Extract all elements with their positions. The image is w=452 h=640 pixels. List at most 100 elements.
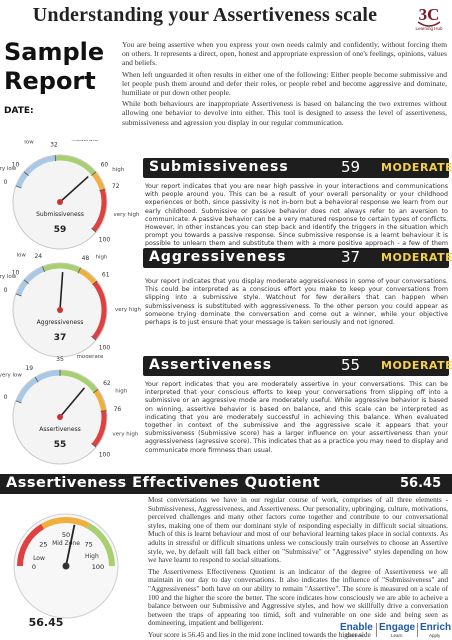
gauge-svg: 0 10 32 60 72 100 moderate high very high low very… — [0, 137, 140, 250]
footer-learn: Learn — [391, 633, 403, 638]
eq-title: Assertiveness Effectivenes Quotient — [6, 475, 321, 491]
logo-caption: Learning Hub — [415, 26, 443, 31]
section-name: Assertiveness — [149, 357, 273, 373]
submissiveness-bar: Submissiveness 59 MODERATE — [143, 158, 452, 178]
gauge-tick-label: 35 — [56, 356, 64, 363]
gauge-band — [16, 155, 56, 188]
svg-text:3C: 3C — [419, 5, 440, 24]
learning-hub-logo: 3C — [417, 5, 441, 27]
date-label: DATE: — [4, 106, 34, 116]
gauge-tick — [42, 266, 46, 273]
gauge-tick-label: 72 — [112, 183, 120, 190]
eq-text: Most conversations we have in our regula… — [148, 495, 448, 640]
eq-zone-label: Low — [33, 555, 45, 562]
gauge-tick-label: 61 — [102, 271, 110, 278]
aggressiveness-text: Your report indicates that you display m… — [145, 278, 448, 327]
sample-report-heading: Sample Report — [4, 38, 120, 96]
eq-zone-label: Mid Zone — [52, 540, 80, 547]
gauge-tick-label: 10 — [12, 270, 20, 277]
assertiveness-text: Your report indicates that you are moder… — [145, 381, 448, 454]
footer-enrich: Enrich — [420, 622, 452, 633]
eq-tick-label: 50 — [62, 531, 70, 539]
gauge-tick-label: 24 — [34, 253, 42, 260]
gauge-zone-label: moderate — [77, 355, 104, 360]
gauge-band — [91, 189, 107, 232]
assertiveness-gauge: 0 19 35 62 76 100 moderate high very high low very… — [0, 350, 143, 475]
gauge-needle — [59, 272, 64, 311]
report-word: Report — [4, 67, 96, 95]
gauge-tick — [91, 171, 97, 176]
gauge-band — [91, 281, 107, 340]
gauge-zone-label: very high — [112, 432, 138, 438]
gauge-tick-label: 100 — [99, 451, 111, 458]
assertiveness-bar: Assertiveness 55 MODERATE — [143, 356, 452, 376]
intro-text: You are being assertive when you express… — [122, 40, 447, 129]
gauge-tick — [34, 376, 39, 383]
page-title: Understanding your Assertiveness scale — [32, 4, 378, 26]
gauge-tick-label: 0 — [4, 394, 8, 401]
gauge-band — [91, 410, 107, 447]
gauge-zone-label: very low — [0, 166, 17, 172]
section-score: 37 — [341, 248, 361, 266]
gauge-svg: 0 10 24 48 61 100 moderate high very high low very… — [0, 240, 141, 358]
intro-paragraph: While both behaviours are inappropriate … — [122, 99, 447, 127]
gauge-tick-label: 62 — [103, 380, 111, 387]
gauge-tick — [99, 188, 106, 192]
gauge-zone-label: low — [17, 253, 27, 259]
gauge-needle — [59, 387, 86, 418]
aggressiveness-bar: Aggressiveness 37 MODERATE — [143, 248, 452, 268]
eq-tick-label: 0 — [32, 563, 36, 571]
gauge-zone-label: high — [115, 388, 128, 394]
footer-apply: Apply — [429, 633, 441, 638]
gauge-tick — [91, 336, 97, 341]
gauge-zone-label: very high — [115, 307, 141, 313]
footer-tagline: Enable Engage Enrich Discover Learn Appl… — [340, 622, 452, 640]
eq-bar: Assertiveness Effectivenes Quotient 56.4… — [0, 474, 452, 494]
gauge-tick-label: 100 — [99, 236, 111, 243]
gauge-zone-label: very low — [0, 373, 22, 379]
gauge-zone-label: low — [37, 355, 47, 356]
eq-band-mid — [41, 517, 90, 530]
intro-paragraph: When left unguarded it often results in … — [122, 69, 447, 98]
gauge-zone-label: low — [24, 140, 34, 146]
gauge-tick — [92, 389, 99, 394]
eq-paragraph: Your score is 56.45 and lies in the mid … — [148, 629, 371, 639]
eq-paragraph: Most conversations we have in our regula… — [148, 495, 448, 565]
section-score: 55 — [341, 356, 361, 374]
footer-engage: Engage — [379, 622, 416, 633]
footer-divider — [417, 623, 418, 637]
gauge-tick — [91, 443, 97, 448]
gauge-center-label: Assertiveness — [39, 426, 81, 433]
gauge-tick — [15, 185, 22, 189]
gauge-pivot — [57, 414, 63, 420]
eq-band-high — [86, 523, 115, 567]
gauge-band — [59, 370, 98, 393]
eq-score: 56.45 — [400, 476, 442, 491]
eq-zone-label: High — [85, 553, 99, 560]
section-level: MODERATE — [381, 359, 452, 372]
gauge-zone-label: very high — [114, 212, 140, 218]
gauge-tick-label: 0 — [4, 179, 8, 186]
eq-tick-label: 100 — [92, 563, 104, 571]
aggressiveness-gauge: 0 10 24 48 61 100 moderate high very high low very… — [0, 240, 143, 368]
gauge-tick — [92, 280, 98, 286]
gauge-tick — [100, 410, 107, 412]
gauge-center-label: Aggressiveness — [37, 319, 84, 326]
eq-gauge: 0 25 50 75 100 Low Mid Zone High 56.45 — [13, 513, 119, 629]
gauge-tick-label: 32 — [50, 141, 58, 148]
eq-pivot — [62, 562, 70, 570]
section-level: MODERATE — [381, 251, 452, 264]
gauge-zone-label: high — [112, 167, 125, 173]
gauge-tick — [15, 400, 22, 404]
section-name: Aggressiveness — [149, 249, 287, 265]
gauge-band — [16, 266, 45, 296]
gauge-svg: 0 19 35 62 76 100 moderate high very high low very… — [0, 350, 139, 465]
footer-divider — [376, 623, 377, 637]
sample-word: Sample — [4, 38, 105, 66]
gauge-tick — [23, 171, 29, 176]
gauge-tick-label: 10 — [12, 162, 20, 169]
eq-readout: 56.45 — [29, 616, 64, 629]
gauge-tick-label: 60 — [101, 162, 109, 169]
gauge-zone-label: moderate — [71, 140, 98, 143]
gauge-band — [55, 155, 96, 176]
